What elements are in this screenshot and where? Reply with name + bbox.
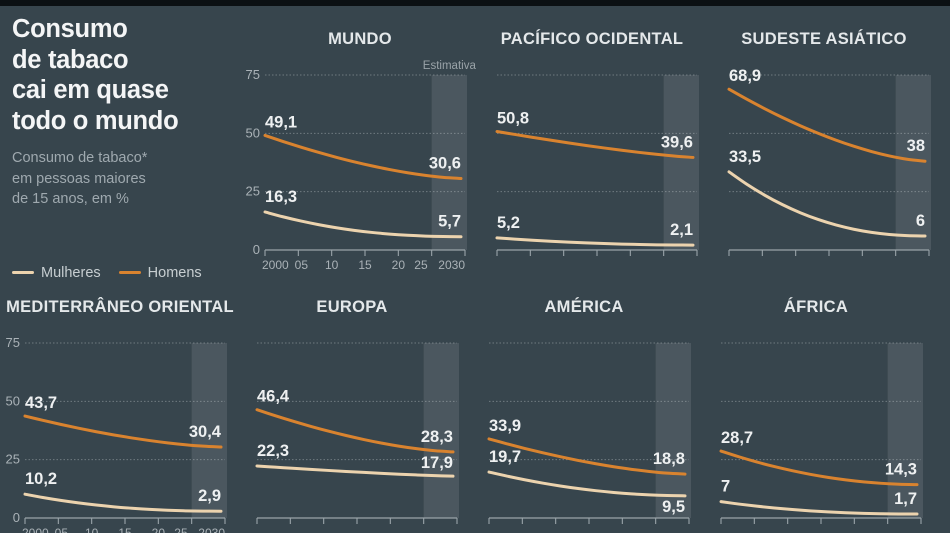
svg-text:0: 0 (13, 510, 20, 525)
svg-text:2000: 2000 (262, 258, 289, 269)
svg-text:1,7: 1,7 (894, 490, 917, 508)
svg-text:46,4: 46,4 (257, 388, 290, 406)
svg-text:22,3: 22,3 (257, 442, 289, 460)
svg-text:25: 25 (414, 258, 428, 269)
svg-text:6: 6 (916, 212, 925, 230)
svg-text:50: 50 (246, 125, 260, 140)
svg-text:68,9: 68,9 (729, 67, 761, 85)
svg-text:2000: 2000 (22, 526, 49, 533)
svg-text:43,7: 43,7 (25, 394, 57, 412)
svg-text:19,7: 19,7 (489, 448, 521, 466)
svg-text:39,6: 39,6 (661, 133, 693, 151)
svg-text:20: 20 (152, 526, 166, 533)
svg-text:18,8: 18,8 (653, 450, 685, 468)
svg-text:5,2: 5,2 (497, 214, 520, 232)
svg-text:17,9: 17,9 (421, 454, 453, 472)
svg-text:7: 7 (721, 478, 730, 496)
svg-text:75: 75 (6, 335, 20, 350)
svg-text:2030: 2030 (438, 258, 465, 269)
svg-text:30,6: 30,6 (429, 155, 461, 173)
svg-text:49,1: 49,1 (265, 113, 297, 131)
svg-text:33,9: 33,9 (489, 417, 521, 435)
svg-text:5,7: 5,7 (438, 213, 461, 231)
svg-text:15: 15 (118, 526, 132, 533)
svg-text:30,4: 30,4 (189, 423, 222, 441)
svg-text:50: 50 (6, 393, 20, 408)
svg-text:05: 05 (295, 258, 309, 269)
svg-text:2,9: 2,9 (198, 487, 221, 505)
svg-text:25: 25 (246, 184, 260, 199)
svg-text:9,5: 9,5 (662, 498, 685, 516)
svg-text:05: 05 (55, 526, 69, 533)
svg-text:14,3: 14,3 (885, 461, 917, 479)
svg-text:10,2: 10,2 (25, 470, 57, 488)
svg-text:15: 15 (358, 258, 372, 269)
svg-text:28,3: 28,3 (421, 428, 453, 446)
svg-text:28,7: 28,7 (721, 429, 753, 447)
svg-text:33,5: 33,5 (729, 148, 761, 166)
svg-text:38: 38 (907, 137, 925, 155)
svg-text:Estimativa: Estimativa (423, 60, 477, 72)
svg-text:2,1: 2,1 (670, 221, 693, 239)
svg-text:16,3: 16,3 (265, 188, 297, 206)
svg-text:0: 0 (253, 242, 260, 257)
svg-text:10: 10 (85, 526, 99, 533)
svg-text:20: 20 (392, 258, 406, 269)
svg-text:50,8: 50,8 (497, 109, 529, 127)
svg-text:2030: 2030 (198, 526, 225, 533)
svg-text:25: 25 (6, 452, 20, 467)
svg-text:75: 75 (246, 67, 260, 82)
svg-text:10: 10 (325, 258, 339, 269)
svg-text:25: 25 (174, 526, 188, 533)
